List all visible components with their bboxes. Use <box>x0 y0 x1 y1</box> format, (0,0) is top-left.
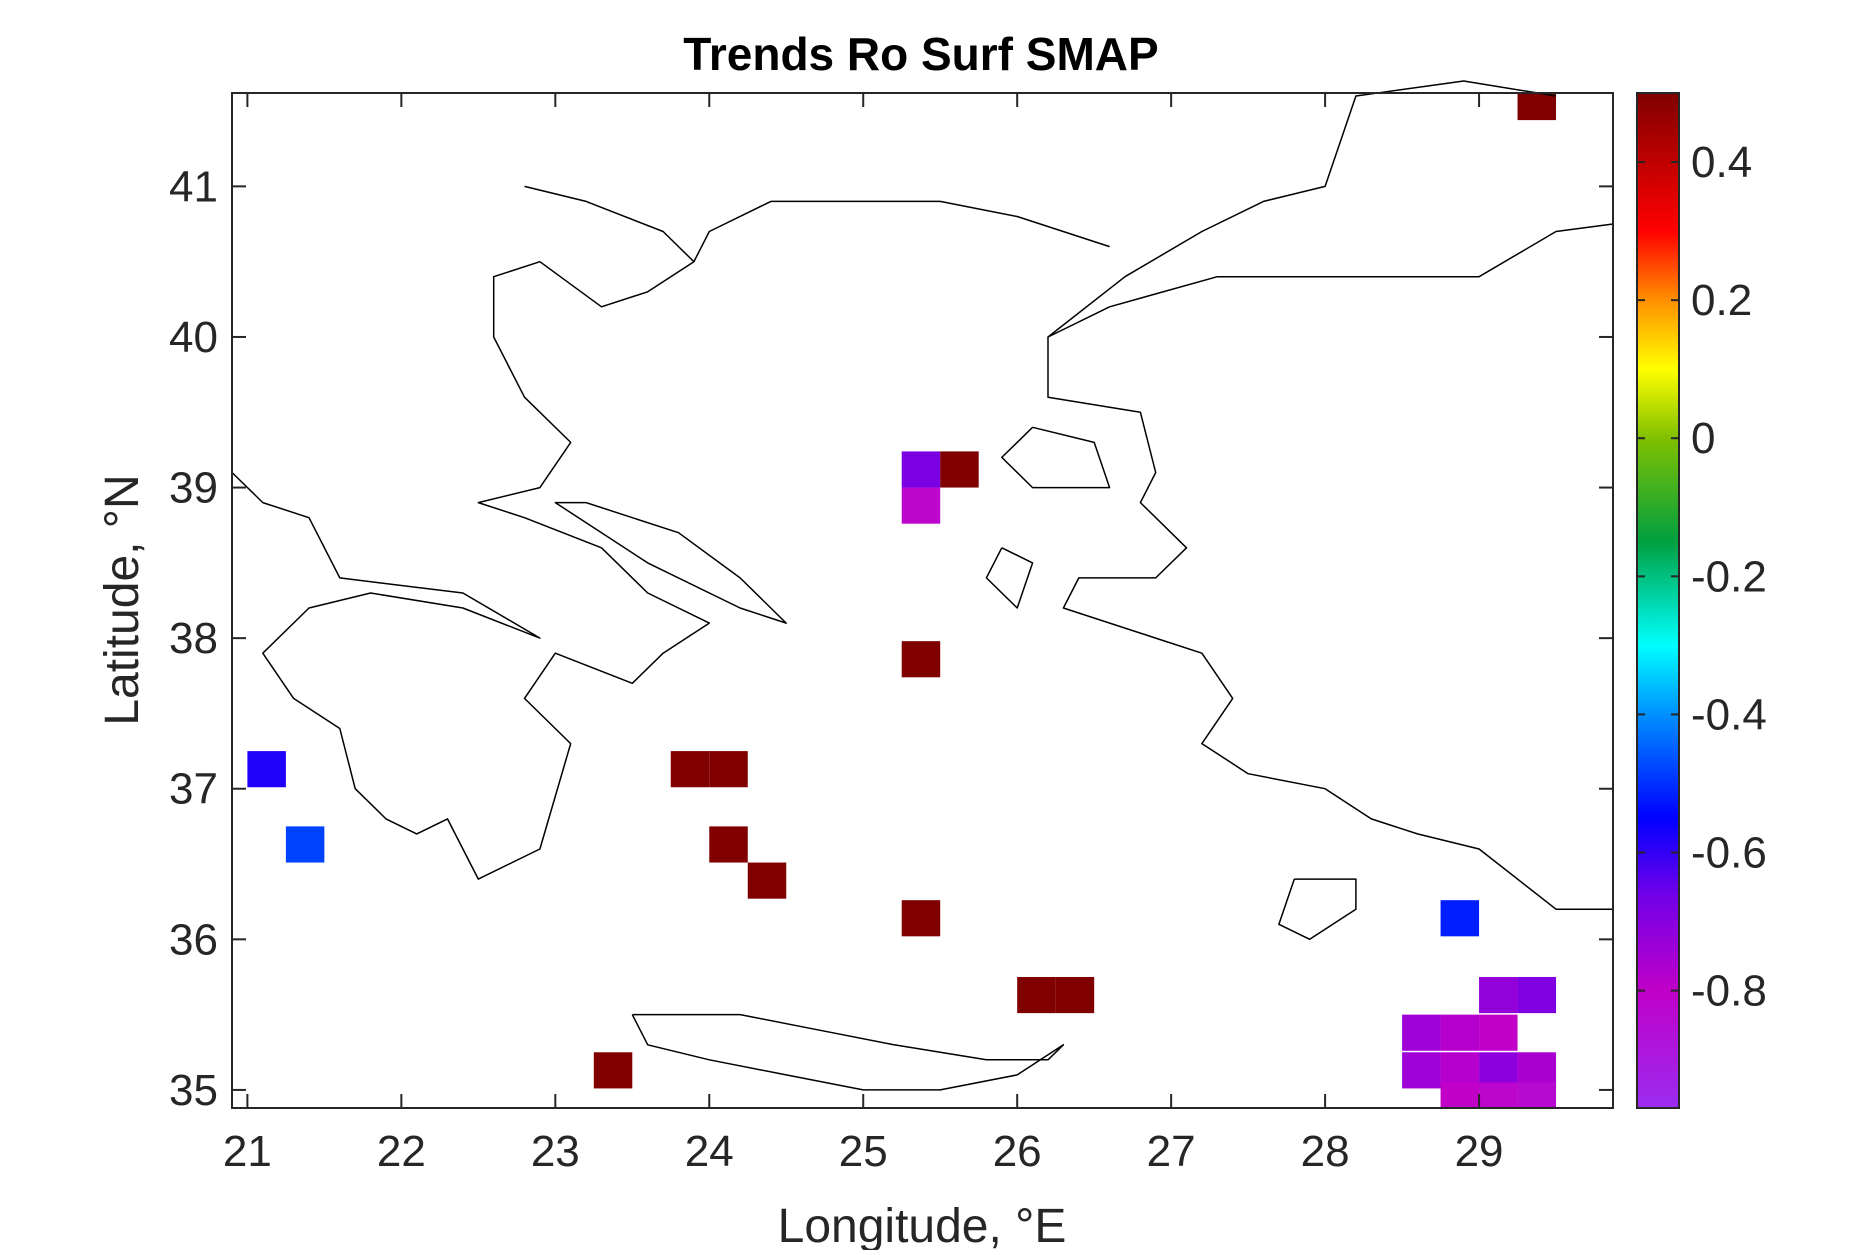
heatmap-cell <box>1479 1014 1518 1051</box>
coastline <box>1278 878 1357 941</box>
heatmap-cell <box>709 751 748 788</box>
colorbar-tick-label: 0.4 <box>1691 138 1752 187</box>
colorbar-ticks: 0.4 0.2 0 -0.2 -0.4 -0.6 -0.8 <box>1637 138 1767 1016</box>
heatmap-cell <box>1517 93 1557 121</box>
heatmap-cell <box>1517 976 1557 1014</box>
coastline <box>1047 337 1613 910</box>
heatmap-cell <box>1440 900 1480 937</box>
heatmap-cell <box>1055 976 1095 1014</box>
x-tick-label: 27 <box>1147 1127 1196 1176</box>
x-tick-label: 24 <box>685 1127 734 1176</box>
colorbar: 0.4 0.2 0 -0.2 -0.4 -0.6 -0.8 <box>1636 92 1767 1109</box>
coastline <box>985 547 1034 609</box>
coastline <box>554 501 787 624</box>
heatmap-cell <box>1440 1014 1480 1051</box>
chart-title: Trends Ro Surf SMAP <box>683 28 1158 80</box>
heatmap-cell <box>1517 1082 1557 1108</box>
x-axis-label: Longitude, °E <box>778 1200 1067 1250</box>
colorbar-tick-label: -0.2 <box>1691 552 1767 601</box>
coastline <box>1001 426 1111 489</box>
heatmap-cell <box>709 826 748 863</box>
colorbar-tick-label: -0.4 <box>1691 690 1767 739</box>
coastline-layer <box>231 80 1614 1091</box>
y-tick-label: 35 <box>169 1066 218 1115</box>
heatmap-cell <box>247 751 286 788</box>
heatmap-cell <box>901 900 941 937</box>
x-axis-ticks: 21 22 23 24 25 26 27 28 29 <box>223 93 1504 1176</box>
plot-frame <box>231 92 1614 1109</box>
x-tick-label: 29 <box>1455 1127 1504 1176</box>
plot-background <box>232 93 1613 1108</box>
y-tick-label: 36 <box>169 915 218 964</box>
heatmap-cell <box>1402 1052 1441 1089</box>
heatmap-cell <box>901 487 941 524</box>
heatmap-cell <box>1440 1082 1480 1108</box>
y-tick-label: 37 <box>169 765 218 814</box>
y-tick-label: 38 <box>169 614 218 663</box>
heatmap-cell <box>901 641 941 678</box>
x-tick-label: 25 <box>839 1127 888 1176</box>
x-tick-label: 21 <box>223 1127 272 1176</box>
x-tick-label: 28 <box>1301 1127 1350 1176</box>
heatmap-cell <box>1479 1082 1518 1108</box>
x-tick-label: 23 <box>531 1127 580 1176</box>
x-tick-label: 22 <box>377 1127 426 1176</box>
heatmap-cell <box>593 1052 633 1089</box>
colorbar-tick-label: -0.6 <box>1691 829 1767 878</box>
y-tick-label: 39 <box>169 464 218 513</box>
colorbar-tick-label: -0.8 <box>1691 967 1767 1016</box>
x-tick-label: 26 <box>993 1127 1042 1176</box>
y-tick-label: 41 <box>169 162 218 211</box>
colorbar-tick-label: 0 <box>1691 414 1715 463</box>
y-axis-label: Latitude, °N <box>96 474 149 725</box>
heatmap-cell <box>1402 1014 1441 1051</box>
heatmap-cell <box>901 451 941 488</box>
coastline <box>693 200 1110 263</box>
colorbar-gradient <box>1636 92 1680 1109</box>
y-tick-label: 40 <box>169 313 218 362</box>
heatmap-cells <box>247 93 1557 1108</box>
heatmap-cell <box>1479 976 1518 1014</box>
heatmap-cell <box>670 751 710 788</box>
colorbar-tick-label: 0.2 <box>1691 276 1752 325</box>
heatmap-cell <box>747 862 787 899</box>
y-axis-ticks: 35 36 37 38 39 40 41 <box>169 162 1613 1115</box>
heatmap-cell <box>940 451 979 488</box>
plot-area: 21 22 23 24 25 26 27 28 29 35 36 37 38 39 40 41 <box>169 80 1614 1176</box>
heatmap-cell <box>285 826 325 863</box>
coastline <box>631 1013 1065 1091</box>
coastline <box>231 185 711 880</box>
heatmap-cell <box>1017 976 1056 1014</box>
